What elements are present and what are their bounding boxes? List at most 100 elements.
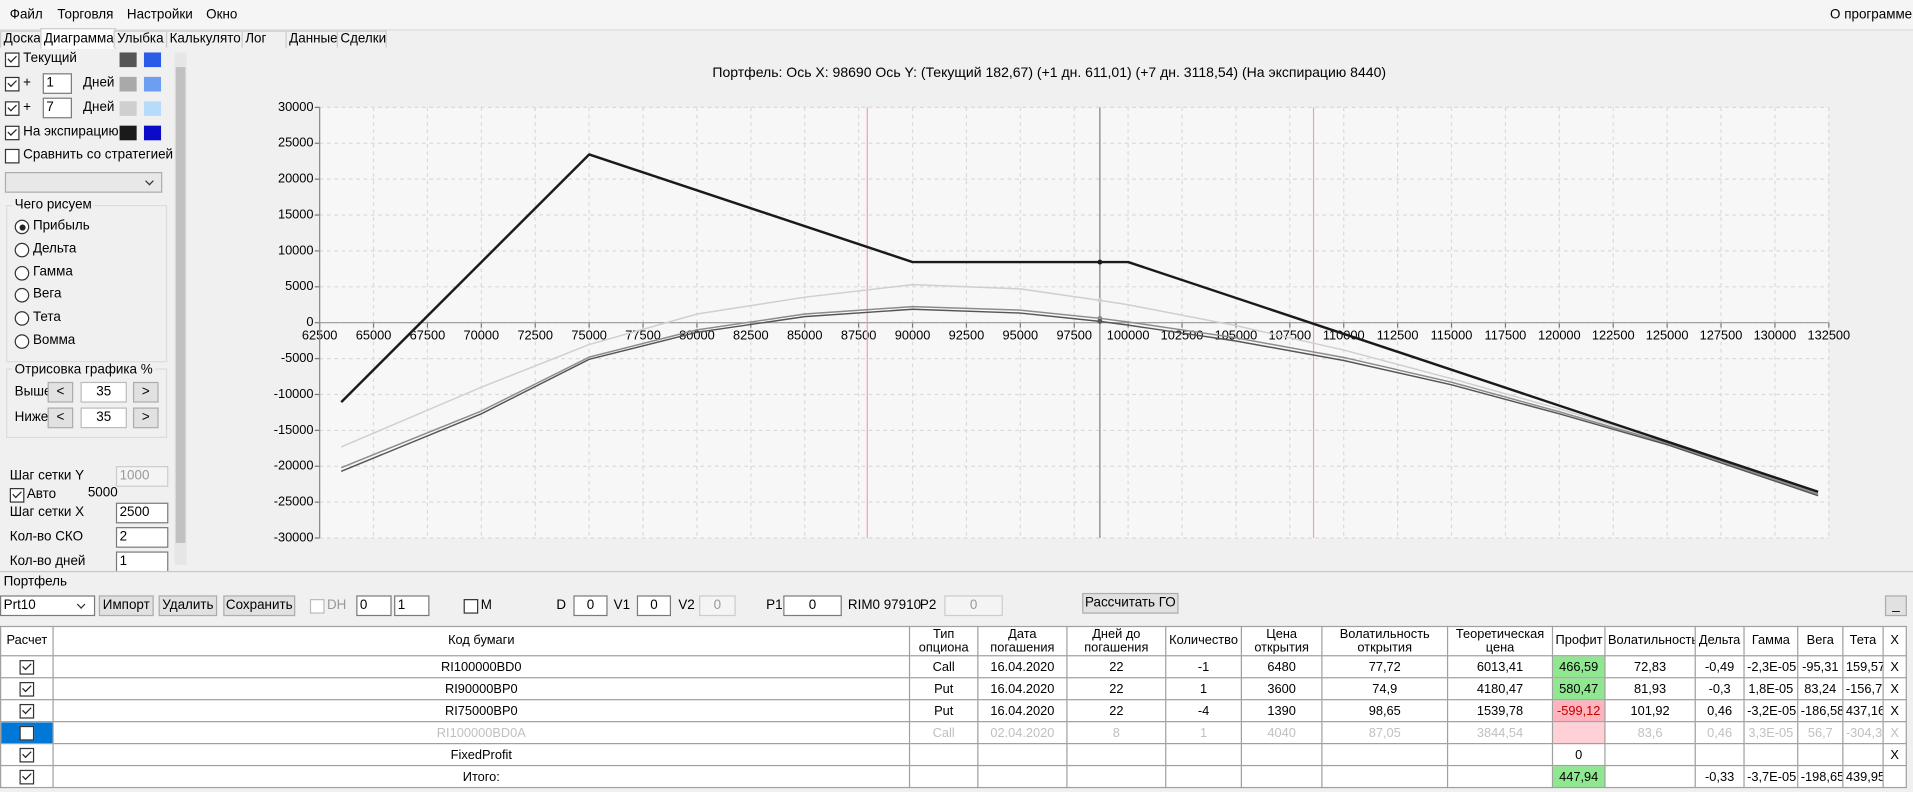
- tab[interactable]: Доска: [0, 30, 43, 48]
- column-header[interactable]: Профит: [1551, 625, 1606, 657]
- increase-button[interactable]: >: [132, 407, 159, 429]
- field-input[interactable]: 2500: [115, 502, 169, 524]
- checkbox[interactable]: [19, 747, 35, 763]
- checkbox[interactable]: [463, 599, 479, 614]
- color-swatch[interactable]: [119, 52, 137, 68]
- radio[interactable]: [14, 242, 30, 258]
- color-swatch[interactable]: [143, 101, 162, 116]
- calc-cell[interactable]: [0, 655, 54, 679]
- decrease-button[interactable]: <: [47, 381, 74, 403]
- param-input[interactable]: 0: [573, 595, 608, 617]
- checkbox[interactable]: [4, 148, 20, 164]
- scrollbar[interactable]: [174, 52, 187, 565]
- color-swatch[interactable]: [143, 125, 162, 141]
- checkbox[interactable]: [9, 488, 25, 503]
- column-header[interactable]: Тета: [1842, 625, 1884, 657]
- field-input[interactable]: 2: [115, 527, 169, 548]
- tab[interactable]: Данные: [285, 30, 340, 48]
- checkbox[interactable]: [19, 703, 35, 719]
- about-menu[interactable]: О программе: [1830, 7, 1913, 22]
- spinner[interactable]: 0: [356, 595, 392, 617]
- tab[interactable]: Сделки: [336, 30, 387, 48]
- table-row[interactable]: RI90000BP0 Put 16.04.2020 22 1 3600 74,9 4180,4…: [0, 677, 1907, 701]
- table-row[interactable]: RI100000BD0A Call 02.04.2020 8 1 4040 87,05 384…: [0, 721, 1907, 745]
- checkbox[interactable]: [309, 599, 325, 614]
- import-button[interactable]: Импорт: [98, 595, 154, 617]
- color-swatch[interactable]: [119, 101, 137, 116]
- column-header[interactable]: Дней до погашения: [1066, 625, 1167, 657]
- radio-label: Дельта: [32, 241, 77, 256]
- portfolio-select[interactable]: Prt10: [0, 595, 96, 617]
- save-button[interactable]: Сохранить: [223, 595, 296, 617]
- column-header[interactable]: Волатильность: [1604, 625, 1696, 657]
- splitter[interactable]: [0, 570, 1913, 573]
- checkbox[interactable]: [4, 76, 20, 92]
- column-header[interactable]: Дельта: [1694, 625, 1745, 657]
- minimize-button[interactable]: _: [1884, 595, 1907, 617]
- calc-cell[interactable]: [0, 742, 54, 767]
- spinner[interactable]: 1: [394, 595, 430, 617]
- color-swatch[interactable]: [143, 52, 162, 68]
- radio[interactable]: [14, 219, 30, 235]
- column-header[interactable]: Теоретическая цена: [1446, 625, 1554, 657]
- color-swatch[interactable]: [143, 76, 162, 92]
- color-swatch[interactable]: [119, 76, 137, 92]
- calc-cell[interactable]: [0, 721, 54, 745]
- radio[interactable]: [14, 334, 30, 349]
- param-input[interactable]: 0: [944, 595, 1003, 617]
- checkbox[interactable]: [4, 52, 20, 68]
- param-input[interactable]: 0: [783, 595, 842, 617]
- radio[interactable]: [14, 288, 30, 304]
- calc-cell[interactable]: [0, 764, 54, 789]
- checkbox[interactable]: [4, 101, 20, 116]
- column-header[interactable]: Вега: [1797, 625, 1844, 657]
- strategy-dropdown[interactable]: [4, 172, 163, 193]
- column-header[interactable]: Тип опциона: [908, 625, 979, 657]
- column-header[interactable]: Волатильность открытия: [1321, 625, 1449, 657]
- checkbox[interactable]: [19, 769, 35, 785]
- column-header[interactable]: Цена открытия: [1240, 625, 1323, 657]
- table-row[interactable]: FixedProfit 0 X: [0, 742, 1907, 767]
- radio[interactable]: [14, 311, 30, 326]
- calc-button[interactable]: Рассчитать ГО: [1082, 592, 1179, 614]
- tab[interactable]: Диаграмма: [40, 28, 116, 49]
- checkbox[interactable]: [19, 681, 35, 697]
- table-row[interactable]: RI75000BP0 Put 16.04.2020 22 -4 1390 98,65 1539…: [0, 699, 1907, 723]
- field-label: Шаг сетки Y: [9, 468, 85, 484]
- section-title: Портфель: [3, 574, 67, 590]
- line-label: Текущий: [23, 51, 77, 66]
- increase-button[interactable]: >: [132, 381, 159, 403]
- table-row[interactable]: Итого: 447,94 -0,33 -3,7E-05 -198,65 439,95: [0, 764, 1907, 789]
- calc-cell[interactable]: [0, 677, 54, 701]
- percent-input[interactable]: 35: [80, 381, 127, 403]
- group-title: Отрисовка графика %: [12, 362, 156, 377]
- field-input[interactable]: 1: [115, 551, 169, 571]
- param-input[interactable]: 0: [636, 595, 672, 617]
- column-header[interactable]: Код бумаги: [52, 625, 911, 657]
- column-header[interactable]: Расчет: [0, 625, 54, 657]
- column-header[interactable]: Дата погашения: [977, 625, 1068, 657]
- tab[interactable]: Улыбка: [113, 30, 169, 48]
- column-header[interactable]: Гамма: [1743, 625, 1799, 657]
- decrease-button[interactable]: <: [47, 407, 74, 429]
- checkbox[interactable]: [19, 725, 35, 741]
- column-header[interactable]: Количество: [1165, 625, 1242, 657]
- tab[interactable]: Лог: [241, 30, 288, 48]
- radio[interactable]: [14, 265, 30, 281]
- tab[interactable]: Калькулятор: [165, 30, 248, 48]
- table-cell: -95,31: [1797, 655, 1844, 679]
- column-header[interactable]: X: [1882, 625, 1907, 657]
- calc-cell[interactable]: [0, 699, 54, 723]
- field-input[interactable]: 1000: [115, 466, 169, 487]
- x-tick-label: 112500: [1377, 328, 1419, 343]
- days-input[interactable]: 1: [42, 73, 72, 94]
- line-unit: Дней: [82, 75, 115, 91]
- delete-button[interactable]: Удалить: [158, 595, 218, 617]
- color-swatch[interactable]: [119, 125, 137, 141]
- table-row[interactable]: RI100000BD0 Call 16.04.2020 22 -1 6480 77,72 60…: [0, 655, 1907, 679]
- percent-input[interactable]: 35: [80, 407, 127, 429]
- param-input[interactable]: 0: [699, 595, 736, 617]
- checkbox[interactable]: [19, 659, 35, 675]
- days-input[interactable]: 7: [42, 97, 72, 119]
- checkbox[interactable]: [4, 125, 20, 141]
